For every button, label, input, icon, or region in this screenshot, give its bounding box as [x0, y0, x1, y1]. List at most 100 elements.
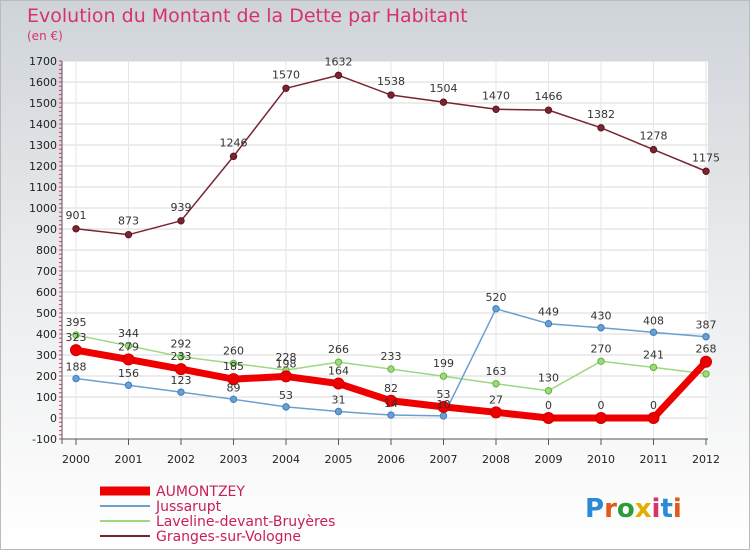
data-point: [282, 403, 290, 411]
x-tick-label: 2006: [377, 453, 405, 466]
y-tick-label: 300: [36, 349, 57, 362]
data-point: [597, 324, 605, 332]
data-point: [387, 365, 395, 373]
data-label: 31: [332, 393, 346, 406]
data-point: [544, 320, 553, 328]
data-point: [72, 331, 80, 339]
data-label: 279: [118, 340, 139, 353]
x-tick-label: 2002: [167, 453, 195, 466]
data-label: 156: [118, 367, 139, 380]
data-point: [229, 359, 238, 368]
data-point: [229, 395, 238, 404]
chart-title: Evolution du Montant de la Dette par Hab…: [27, 5, 468, 27]
x-tick-label: 2001: [115, 453, 143, 466]
data-point: [72, 374, 80, 383]
x-tick-label: 2000: [62, 453, 90, 466]
data-label: 270: [591, 342, 612, 355]
data-point: [334, 71, 343, 79]
data-point: [597, 124, 605, 132]
data-point: [702, 333, 710, 341]
data-label: 199: [433, 357, 454, 370]
data-point: [439, 372, 448, 380]
y-tick-label: 1100: [29, 181, 57, 194]
data-label: 123: [171, 374, 192, 387]
data-label: 14: [384, 397, 398, 410]
data-label: 1504: [430, 82, 458, 95]
legend-entry: Jussarupt: [155, 499, 222, 515]
data-point: [175, 363, 187, 376]
data-label: 53: [279, 389, 293, 402]
data-point: [332, 377, 345, 390]
data-point: [177, 217, 185, 225]
y-tick-label: 600: [36, 286, 57, 299]
data-label: 82: [384, 382, 398, 395]
x-tick-label: 2004: [272, 453, 300, 466]
data-label: 0: [598, 399, 605, 412]
data-point: [124, 381, 133, 389]
x-tick-label: 2010: [587, 453, 615, 466]
data-label: 292: [171, 338, 192, 351]
data-label: 1246: [220, 136, 248, 149]
x-tick-label: 2007: [430, 453, 458, 466]
data-point: [387, 411, 395, 419]
data-point: [544, 387, 553, 395]
data-label: 198: [276, 357, 297, 370]
y-tick-label: 1700: [29, 55, 57, 68]
data-point: [490, 406, 502, 419]
y-tick-label: 100: [36, 391, 57, 404]
x-tick-label: 2012: [692, 453, 720, 466]
data-label: 228: [276, 351, 297, 364]
proxiti-logo: Proxiti: [585, 494, 682, 524]
y-tick-label: 500: [36, 307, 57, 320]
data-point: [649, 363, 658, 372]
data-label: 266: [328, 343, 349, 356]
x-tick-label: 2011: [640, 453, 668, 466]
data-point: [702, 370, 710, 378]
data-label: 89: [227, 381, 241, 394]
data-point: [229, 152, 238, 161]
y-tick-label: 700: [36, 265, 57, 278]
data-point: [437, 400, 450, 413]
data-label: 53: [437, 388, 451, 401]
data-point: [595, 412, 607, 424]
y-tick-label: 1300: [29, 139, 57, 152]
data-label: 185: [223, 360, 244, 373]
data-point: [649, 328, 658, 337]
data-label: 241: [643, 348, 664, 361]
y-tick-label: 1600: [29, 76, 57, 89]
data-label: 260: [223, 344, 244, 357]
data-label: 520: [486, 291, 507, 304]
data-label: 27: [489, 393, 503, 406]
data-label: 0: [650, 399, 657, 412]
data-point: [647, 412, 660, 424]
data-label: 1278: [640, 130, 668, 143]
data-label: 395: [66, 316, 87, 329]
data-point: [334, 407, 343, 416]
y-tick-label: 1500: [29, 97, 57, 110]
data-label: 1632: [325, 55, 353, 68]
data-label: 430: [591, 310, 612, 323]
data-point: [492, 305, 500, 313]
y-tick-label: 900: [36, 223, 57, 236]
chart-subtitle: (en €): [27, 29, 63, 43]
data-point: [439, 98, 448, 106]
y-tick-label: 1000: [29, 202, 57, 215]
data-point: [70, 344, 82, 357]
data-label: 233: [171, 350, 192, 363]
data-label: 449: [538, 306, 559, 319]
x-tick-label: 2009: [535, 453, 563, 466]
data-label: 188: [66, 361, 87, 374]
data-point: [649, 145, 658, 154]
legend-entry: Granges-sur-Vologne: [156, 529, 301, 545]
data-label: 1470: [482, 89, 510, 102]
data-point: [542, 412, 555, 424]
x-tick-label: 2003: [220, 453, 248, 466]
data-label: 130: [538, 372, 559, 385]
data-label: 939: [171, 201, 192, 214]
data-point: [700, 355, 712, 368]
data-label: 1382: [587, 108, 615, 121]
data-label: 1538: [377, 75, 405, 88]
data-label: 1466: [535, 90, 563, 103]
data-point: [72, 225, 80, 233]
data-point: [124, 230, 133, 239]
